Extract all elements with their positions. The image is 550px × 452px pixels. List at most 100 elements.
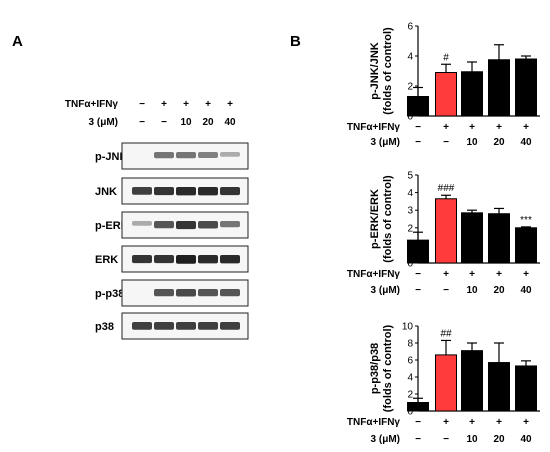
treatment-cell: 40 <box>520 434 532 445</box>
treatment-row-label: TNFα+IFNγ <box>65 99 119 110</box>
treatment-row-label: 3 (μM) <box>371 434 400 445</box>
bar-chart-2: 012345p-ERK/ERK(folds of control)###***T… <box>347 171 540 296</box>
blot-band <box>154 255 174 264</box>
panel-a-label: A <box>12 33 23 50</box>
blot-band <box>176 187 196 196</box>
y-axis-label: (folds of control) <box>382 175 394 263</box>
treatment-row-label: TNFα+IFNγ <box>347 417 401 428</box>
treatment-cell: 20 <box>202 117 214 128</box>
treatment-cell: − <box>415 122 421 133</box>
treatment-cell: + <box>523 417 529 428</box>
blot-band <box>220 187 240 196</box>
y-tick-label: 2 <box>407 223 413 234</box>
blot-band <box>198 187 218 196</box>
bar <box>435 198 457 264</box>
bar-chart-3: 0 2 4 6 8 10 p-p38/p38 (folds of control) ## TNFα… <box>347 322 540 445</box>
treatment-cell: − <box>139 117 145 128</box>
y-axis-label: (folds of control) <box>382 324 394 412</box>
treatment-cell: 10 <box>466 137 478 148</box>
blot-label: JNK <box>95 186 117 198</box>
treatment-row-label: 3 (μM) <box>89 117 118 128</box>
treatment-cell: 40 <box>520 285 532 296</box>
blot-label: p38 <box>95 321 114 333</box>
panel-b-label: B <box>290 33 301 50</box>
y-tick-label: 0 <box>407 112 413 123</box>
treatment-cell: + <box>469 269 475 280</box>
treatment-cell: 20 <box>493 137 505 148</box>
blot-band <box>198 255 218 264</box>
treatment-cell: − <box>415 285 421 296</box>
treatment-cell: − <box>415 417 421 428</box>
blot-label: p-JNK <box>95 151 127 163</box>
y-axis-label: (folds of control) <box>382 27 394 115</box>
treatment-cell: 10 <box>466 285 478 296</box>
bar <box>515 58 537 117</box>
significance-mark: # <box>443 52 449 63</box>
treatment-row-label: TNFα+IFNγ <box>347 122 401 133</box>
treatment-cell: − <box>161 117 167 128</box>
blot-band <box>176 221 196 230</box>
blot-band <box>220 152 240 157</box>
treatment-cell: − <box>443 434 449 445</box>
treatment-cell: 20 <box>493 434 505 445</box>
blot-band <box>154 289 174 297</box>
y-axis-label: p-JNK/JNK <box>369 42 381 100</box>
treatment-cell: + <box>227 99 233 110</box>
y-axis-label: p-p38/p38 <box>369 343 381 394</box>
blot-label: p-ERK <box>95 220 129 232</box>
y-tick-label: 5 <box>407 171 413 182</box>
blot-band <box>132 255 152 264</box>
treatment-cell: − <box>139 99 145 110</box>
treatment-cell: + <box>205 99 211 110</box>
bar <box>461 71 483 117</box>
treatment-cell: + <box>496 122 502 133</box>
treatment-cell: + <box>496 269 502 280</box>
blot-band <box>176 152 196 159</box>
treatment-cell: 40 <box>224 117 236 128</box>
y-tick-label: 0 <box>407 259 413 270</box>
blot-label: ERK <box>95 254 118 266</box>
bar <box>488 362 510 412</box>
treatment-cell: + <box>443 269 449 280</box>
blot-band <box>198 289 218 297</box>
blot-band <box>198 152 218 158</box>
bar <box>407 402 429 412</box>
bar-chart-1: 0 2 4 6 p-JNK/JNK (folds of control) # TNFα+IFN… <box>347 22 540 148</box>
y-tick-label: 4 <box>407 52 413 63</box>
treatment-row-label: TNFα+IFNγ <box>347 269 401 280</box>
blot-band <box>176 255 196 264</box>
blot-band <box>220 255 240 264</box>
y-tick-label: 8 <box>407 339 413 350</box>
treatment-cell: 20 <box>493 285 505 296</box>
blot-band <box>220 322 240 330</box>
blot-band <box>198 221 218 229</box>
y-tick-label: 10 <box>402 322 414 333</box>
significance-mark: *** <box>520 215 532 226</box>
bar <box>461 212 483 264</box>
bar <box>407 96 429 117</box>
y-tick-label: 2 <box>407 82 413 93</box>
bar <box>461 350 483 412</box>
y-axis-label: p-ERK/ERK <box>369 189 381 249</box>
y-tick-label: 4 <box>407 373 413 384</box>
bar <box>488 59 510 117</box>
significance-mark: ## <box>440 328 452 339</box>
treatment-cell: − <box>415 434 421 445</box>
significance-mark: ### <box>438 183 455 194</box>
treatment-cell: + <box>523 122 529 133</box>
blot-band <box>154 152 174 159</box>
blot-band <box>154 187 174 196</box>
treatment-cell: − <box>443 285 449 296</box>
treatment-cell: + <box>443 122 449 133</box>
treatment-cell: − <box>415 269 421 280</box>
blot-band <box>132 322 152 330</box>
bar <box>515 365 537 412</box>
y-tick-label: 2 <box>407 390 413 401</box>
y-tick-label: 6 <box>407 356 413 367</box>
blot-band <box>220 221 240 228</box>
treatment-cell: − <box>415 137 421 148</box>
blot-band <box>220 289 240 297</box>
blot-band <box>176 289 196 297</box>
